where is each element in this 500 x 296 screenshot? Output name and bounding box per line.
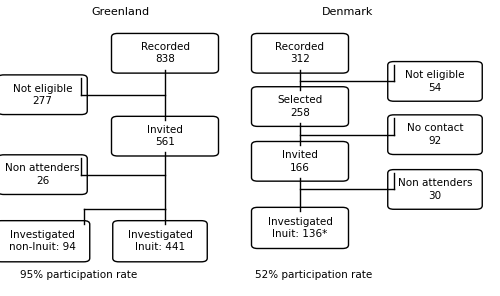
Text: Non attenders
26: Non attenders 26 xyxy=(5,163,80,186)
FancyBboxPatch shape xyxy=(252,33,348,73)
Text: Recorded
312: Recorded 312 xyxy=(276,42,324,65)
Text: Investigated
Inuit: 441: Investigated Inuit: 441 xyxy=(128,230,192,252)
FancyBboxPatch shape xyxy=(0,75,88,115)
FancyBboxPatch shape xyxy=(252,87,348,126)
Text: Recorded
838: Recorded 838 xyxy=(140,42,190,65)
Text: No contact
92: No contact 92 xyxy=(407,123,463,146)
FancyBboxPatch shape xyxy=(0,155,88,194)
FancyBboxPatch shape xyxy=(0,221,90,262)
Text: Not eligible
277: Not eligible 277 xyxy=(13,83,72,106)
FancyBboxPatch shape xyxy=(112,116,218,156)
FancyBboxPatch shape xyxy=(252,141,348,181)
Text: Investigated
non-Inuit: 94: Investigated non-Inuit: 94 xyxy=(9,230,76,252)
Text: Invited
561: Invited 561 xyxy=(147,125,183,147)
Text: Non attenders
30: Non attenders 30 xyxy=(398,178,472,201)
FancyBboxPatch shape xyxy=(112,33,218,73)
Text: Greenland: Greenland xyxy=(91,7,149,17)
FancyBboxPatch shape xyxy=(388,62,482,101)
FancyBboxPatch shape xyxy=(252,207,348,248)
Text: Investigated
Inuit: 136*: Investigated Inuit: 136* xyxy=(268,217,332,239)
Text: 52% participation rate: 52% participation rate xyxy=(255,270,372,280)
FancyBboxPatch shape xyxy=(388,115,482,155)
FancyBboxPatch shape xyxy=(112,221,208,262)
Text: Selected
258: Selected 258 xyxy=(278,95,322,118)
Text: Invited
166: Invited 166 xyxy=(282,150,318,173)
Text: Denmark: Denmark xyxy=(322,7,373,17)
FancyBboxPatch shape xyxy=(388,170,482,209)
Text: 95% participation rate: 95% participation rate xyxy=(20,270,137,280)
Text: Not eligible
54: Not eligible 54 xyxy=(405,70,465,93)
